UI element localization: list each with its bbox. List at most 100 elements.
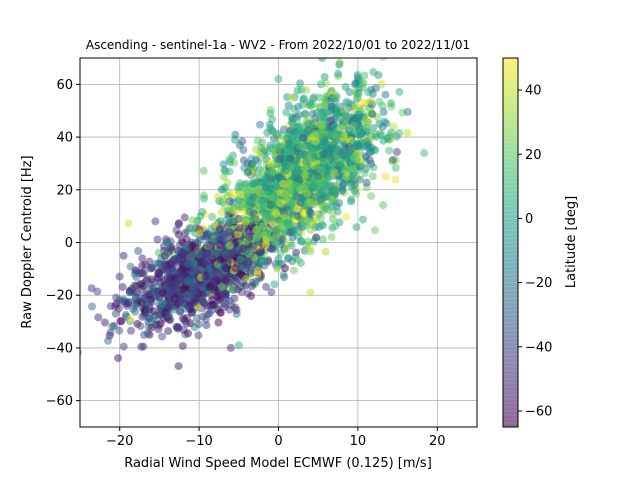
scatter-point [288, 93, 297, 102]
scatter-point [222, 249, 231, 258]
scatter-point [234, 230, 243, 239]
colorbar-tick-label: −20 [525, 276, 552, 291]
scatter-point [253, 136, 262, 145]
scatter-point [287, 126, 296, 135]
scatter-point [372, 132, 381, 141]
scatter-point [282, 244, 291, 253]
scatter-point [217, 185, 226, 194]
scatter-point [299, 95, 308, 104]
scatter-point [316, 165, 325, 174]
scatter-point [395, 129, 404, 137]
scatter-point [383, 134, 392, 143]
scatter-point [111, 309, 120, 318]
scatter-point [371, 146, 380, 155]
scatter-point [258, 222, 267, 231]
scatter-point [205, 241, 214, 250]
scatter-point [342, 212, 351, 221]
scatter-point [356, 175, 364, 184]
scatter-point [326, 116, 335, 125]
scatter-point [226, 216, 235, 225]
scatter-point [381, 172, 390, 181]
scatter-point [220, 302, 229, 311]
scatter-point [244, 258, 253, 267]
chart-title: Ascending - sentinel-1a - WV2 - From 202… [86, 38, 470, 52]
scatter-point [310, 192, 319, 201]
scatter-point [352, 223, 361, 231]
scatter-point [308, 144, 317, 153]
scatter-point [161, 266, 170, 274]
scatter-point [354, 110, 363, 119]
scatter-point [157, 253, 166, 262]
colorbar-label: Latitude [deg] [564, 196, 579, 288]
scatter-point [146, 298, 155, 307]
scatter-point [111, 302, 120, 311]
scatter-point [338, 185, 347, 194]
scatter-point [115, 326, 124, 335]
scatter-point [363, 141, 372, 150]
scatter-point [367, 192, 376, 201]
x-tick-label: 20 [429, 434, 446, 449]
scatter-point [203, 249, 212, 258]
scatter-point [238, 137, 247, 146]
scatter-point [347, 195, 356, 204]
scatter-point [215, 225, 224, 233]
scatter-point [356, 162, 365, 171]
y-tick-label: −20 [46, 289, 73, 304]
scatter-point [221, 291, 230, 300]
scatter-point [318, 58, 327, 62]
scatter-point [334, 69, 343, 78]
scatter-point [119, 251, 128, 260]
scatter-point [351, 180, 359, 189]
scatter-point [268, 168, 277, 177]
scatter-point [228, 285, 237, 293]
scatter-point [327, 233, 336, 241]
scatter-point [216, 216, 225, 225]
scatter-point [190, 323, 199, 332]
scatter-point [222, 264, 231, 273]
scatter-point [339, 106, 348, 115]
scatter-point [136, 322, 145, 331]
scatter-point [170, 294, 179, 303]
scatter-point [216, 241, 224, 250]
scatter-point [244, 167, 253, 176]
scatter-point [312, 129, 321, 138]
y-axis-ticks: −60 −40 −20 0 20 40 60 [46, 78, 80, 409]
scatter-point [140, 331, 148, 339]
scatter-point [199, 166, 208, 175]
scatter-point [360, 169, 369, 178]
scatter-point [134, 247, 143, 255]
scatter-point [344, 126, 353, 135]
scatter-point [225, 197, 234, 206]
scatter-point [321, 204, 330, 213]
scatter-point [137, 279, 146, 288]
scatter-point [196, 258, 204, 267]
scatter-point [158, 299, 167, 308]
scatter-point [261, 210, 270, 219]
scatter-point [325, 181, 334, 190]
scatter-point [284, 101, 293, 110]
scatter-point [296, 79, 305, 88]
scatter-point [131, 266, 140, 275]
scatter-point [221, 276, 230, 285]
scatter-point [330, 169, 339, 178]
scatter-point [175, 241, 184, 250]
scatter-point [315, 102, 324, 111]
scatter-point [292, 181, 300, 190]
scatter-point [279, 125, 288, 134]
scatter-point [302, 221, 310, 230]
scatter-point [293, 86, 302, 95]
scatter-point [118, 283, 127, 291]
scatter-point [256, 248, 265, 257]
scatter-point [361, 116, 370, 125]
scatter-point [179, 285, 187, 294]
scatter-point [330, 123, 339, 131]
scatter-point [245, 207, 254, 216]
scatter-point [262, 282, 270, 291]
scatter-point [268, 127, 277, 135]
scatter-point [285, 221, 294, 230]
scatter-point [303, 189, 312, 198]
y-tick-label: 40 [56, 131, 73, 146]
scatter-point [332, 93, 341, 102]
scatter-point [188, 268, 197, 277]
scatter-point [280, 192, 289, 201]
